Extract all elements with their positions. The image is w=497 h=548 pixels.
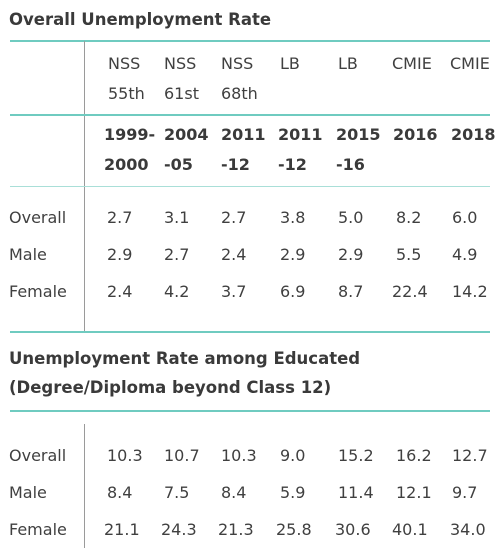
table-cell: 2.9 — [107, 245, 133, 264]
table-cell: 34.0 — [450, 520, 486, 539]
table-cell: 25.8 — [276, 520, 312, 539]
row-label: Male — [9, 483, 47, 502]
table-cell: 21.1 — [104, 520, 140, 539]
row-label: Male — [9, 245, 47, 264]
table-cell: 3.8 — [280, 208, 306, 227]
section-divider-rule — [10, 331, 490, 333]
table-cell: 2.4 — [107, 282, 133, 301]
source-round: 61st — [164, 84, 199, 103]
year-header: 2011 — [278, 125, 323, 144]
section2-title: Unemployment Rate among Educated — [9, 349, 361, 368]
table-cell: 2.9 — [280, 245, 306, 264]
source-header: LB — [280, 54, 300, 73]
table-cell: 6.0 — [452, 208, 478, 227]
table-cell: 5.5 — [396, 245, 422, 264]
year-header: 1999- — [104, 125, 156, 144]
table-cell: 24.3 — [161, 520, 197, 539]
year-header: 2015 — [336, 125, 381, 144]
table-cell: 2.7 — [164, 245, 190, 264]
table-cell: 12.7 — [452, 446, 488, 465]
year-header-cont: 2000 — [104, 155, 149, 174]
year-header: 2004 — [164, 125, 209, 144]
row-label: Female — [9, 520, 67, 539]
table-cell: 5.9 — [280, 483, 306, 502]
section2-subtitle: (Degree/Diploma beyond Class 12) — [9, 378, 332, 397]
source-header: NSS — [164, 54, 197, 73]
table-cell: 22.4 — [392, 282, 428, 301]
table-cell: 3.7 — [221, 282, 247, 301]
section1-top-rule — [10, 40, 490, 42]
header-rule — [10, 114, 490, 116]
table-cell: 8.4 — [107, 483, 133, 502]
table-cell: 9.0 — [280, 446, 306, 465]
source-round: 68th — [221, 84, 258, 103]
year-header: 2011 — [221, 125, 266, 144]
table-cell: 16.2 — [396, 446, 432, 465]
table-cell: 3.1 — [164, 208, 190, 227]
source-header: NSS — [221, 54, 254, 73]
row-label: Overall — [9, 208, 67, 227]
year-header-cont: -12 — [278, 155, 307, 174]
table-cell: 10.7 — [164, 446, 200, 465]
source-header: CMIE — [450, 54, 490, 73]
year-header: 2016 — [393, 125, 438, 144]
table-cell: 2.4 — [221, 245, 247, 264]
table-cell: 4.9 — [452, 245, 478, 264]
section2-column-divider — [84, 424, 85, 548]
source-header: NSS — [108, 54, 141, 73]
table-cell: 8.4 — [221, 483, 247, 502]
table-cell: 15.2 — [338, 446, 374, 465]
year-header-cont: -16 — [336, 155, 365, 174]
data-rule — [10, 186, 490, 187]
table-cell: 21.3 — [218, 520, 254, 539]
year-header: 2018 — [451, 125, 496, 144]
table-cell: 10.3 — [107, 446, 143, 465]
table-cell: 10.3 — [221, 446, 257, 465]
table-cell: 30.6 — [335, 520, 371, 539]
table-cell: 5.0 — [338, 208, 364, 227]
table-cell: 7.5 — [164, 483, 190, 502]
table-cell: 2.9 — [338, 245, 364, 264]
row-label: Overall — [9, 446, 67, 465]
table-cell: 9.7 — [452, 483, 478, 502]
table-cell: 40.1 — [392, 520, 428, 539]
table-cell: 6.9 — [280, 282, 306, 301]
section2-top-rule — [10, 410, 490, 412]
table-cell: 4.2 — [164, 282, 190, 301]
table-cell: 12.1 — [396, 483, 432, 502]
table-cell: 2.7 — [107, 208, 133, 227]
table-cell: 2.7 — [221, 208, 247, 227]
table-cell: 8.2 — [396, 208, 422, 227]
table-cell: 14.2 — [452, 282, 488, 301]
section1-title: Overall Unemployment Rate — [9, 10, 272, 29]
source-header: LB — [338, 54, 358, 73]
table-cell: 11.4 — [338, 483, 374, 502]
source-round: 55th — [108, 84, 145, 103]
row-label: Female — [9, 282, 67, 301]
table-cell: 8.7 — [338, 282, 364, 301]
source-header: CMIE — [392, 54, 432, 73]
year-header-cont: -12 — [221, 155, 250, 174]
year-header-cont: -05 — [164, 155, 193, 174]
